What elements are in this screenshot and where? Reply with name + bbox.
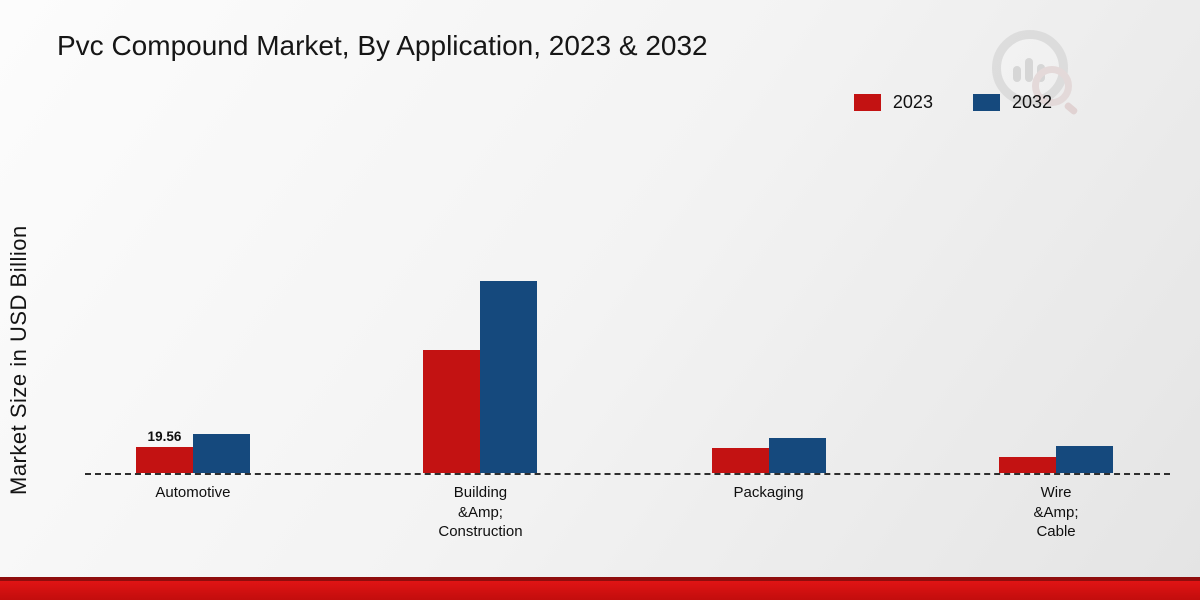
bar-2032-category-0 — [192, 434, 250, 473]
bar-group-1: Building &Amp; Construction — [423, 281, 538, 540]
legend-item-2032: 2032 — [972, 92, 1052, 113]
legend-swatch-2023 — [853, 94, 881, 111]
category-label-0: Automotive — [155, 484, 231, 501]
category-label-1: Building &Amp; Construction — [438, 484, 523, 540]
category-label-3: Wire &Amp; Cable — [1033, 484, 1079, 540]
legend-item-2023: 2023 — [853, 92, 933, 113]
bar-2023-category-1 — [423, 350, 481, 473]
bar-2023-category-3 — [999, 457, 1057, 473]
bar-2023-category-2 — [711, 448, 769, 473]
footer-band — [0, 581, 1200, 600]
chart-plot-area: 19.56 Automotive Building &Amp; Constructi… — [85, 175, 1170, 540]
logo-bar-icon — [1013, 66, 1021, 82]
legend-swatch-2032 — [972, 94, 1000, 111]
category-label-2: Packaging — [733, 484, 804, 501]
page-title: Pvc Compound Market, By Application, 202… — [57, 30, 708, 61]
bar-group-3: Wire &Amp; Cable — [999, 446, 1114, 540]
bar-group-2: Packaging — [711, 438, 826, 501]
chart-legend: 2023 2032 — [853, 92, 1052, 113]
logo-magnifier-handle-icon — [1063, 101, 1079, 116]
legend-label-2023: 2023 — [892, 92, 933, 112]
brand-logo-watermark — [992, 30, 1079, 116]
bar-2023-category-0: 19.56 — [135, 429, 193, 473]
bar-2032-category-3 — [1056, 446, 1114, 473]
logo-bar-icon — [1025, 58, 1033, 82]
bar-2032-category-1 — [480, 281, 538, 473]
bar-value-label: 19.56 — [147, 429, 182, 444]
bar-group-0: 19.56 Automotive — [135, 429, 250, 501]
x-axis-baseline — [85, 473, 1170, 475]
logo-magnifier-icon — [1032, 66, 1072, 106]
y-axis-label: Market Size in USD Billion — [6, 225, 31, 495]
footer-accent-line — [0, 577, 1200, 581]
bar-2032-category-2 — [768, 438, 826, 473]
legend-label-2032: 2032 — [1011, 92, 1052, 112]
